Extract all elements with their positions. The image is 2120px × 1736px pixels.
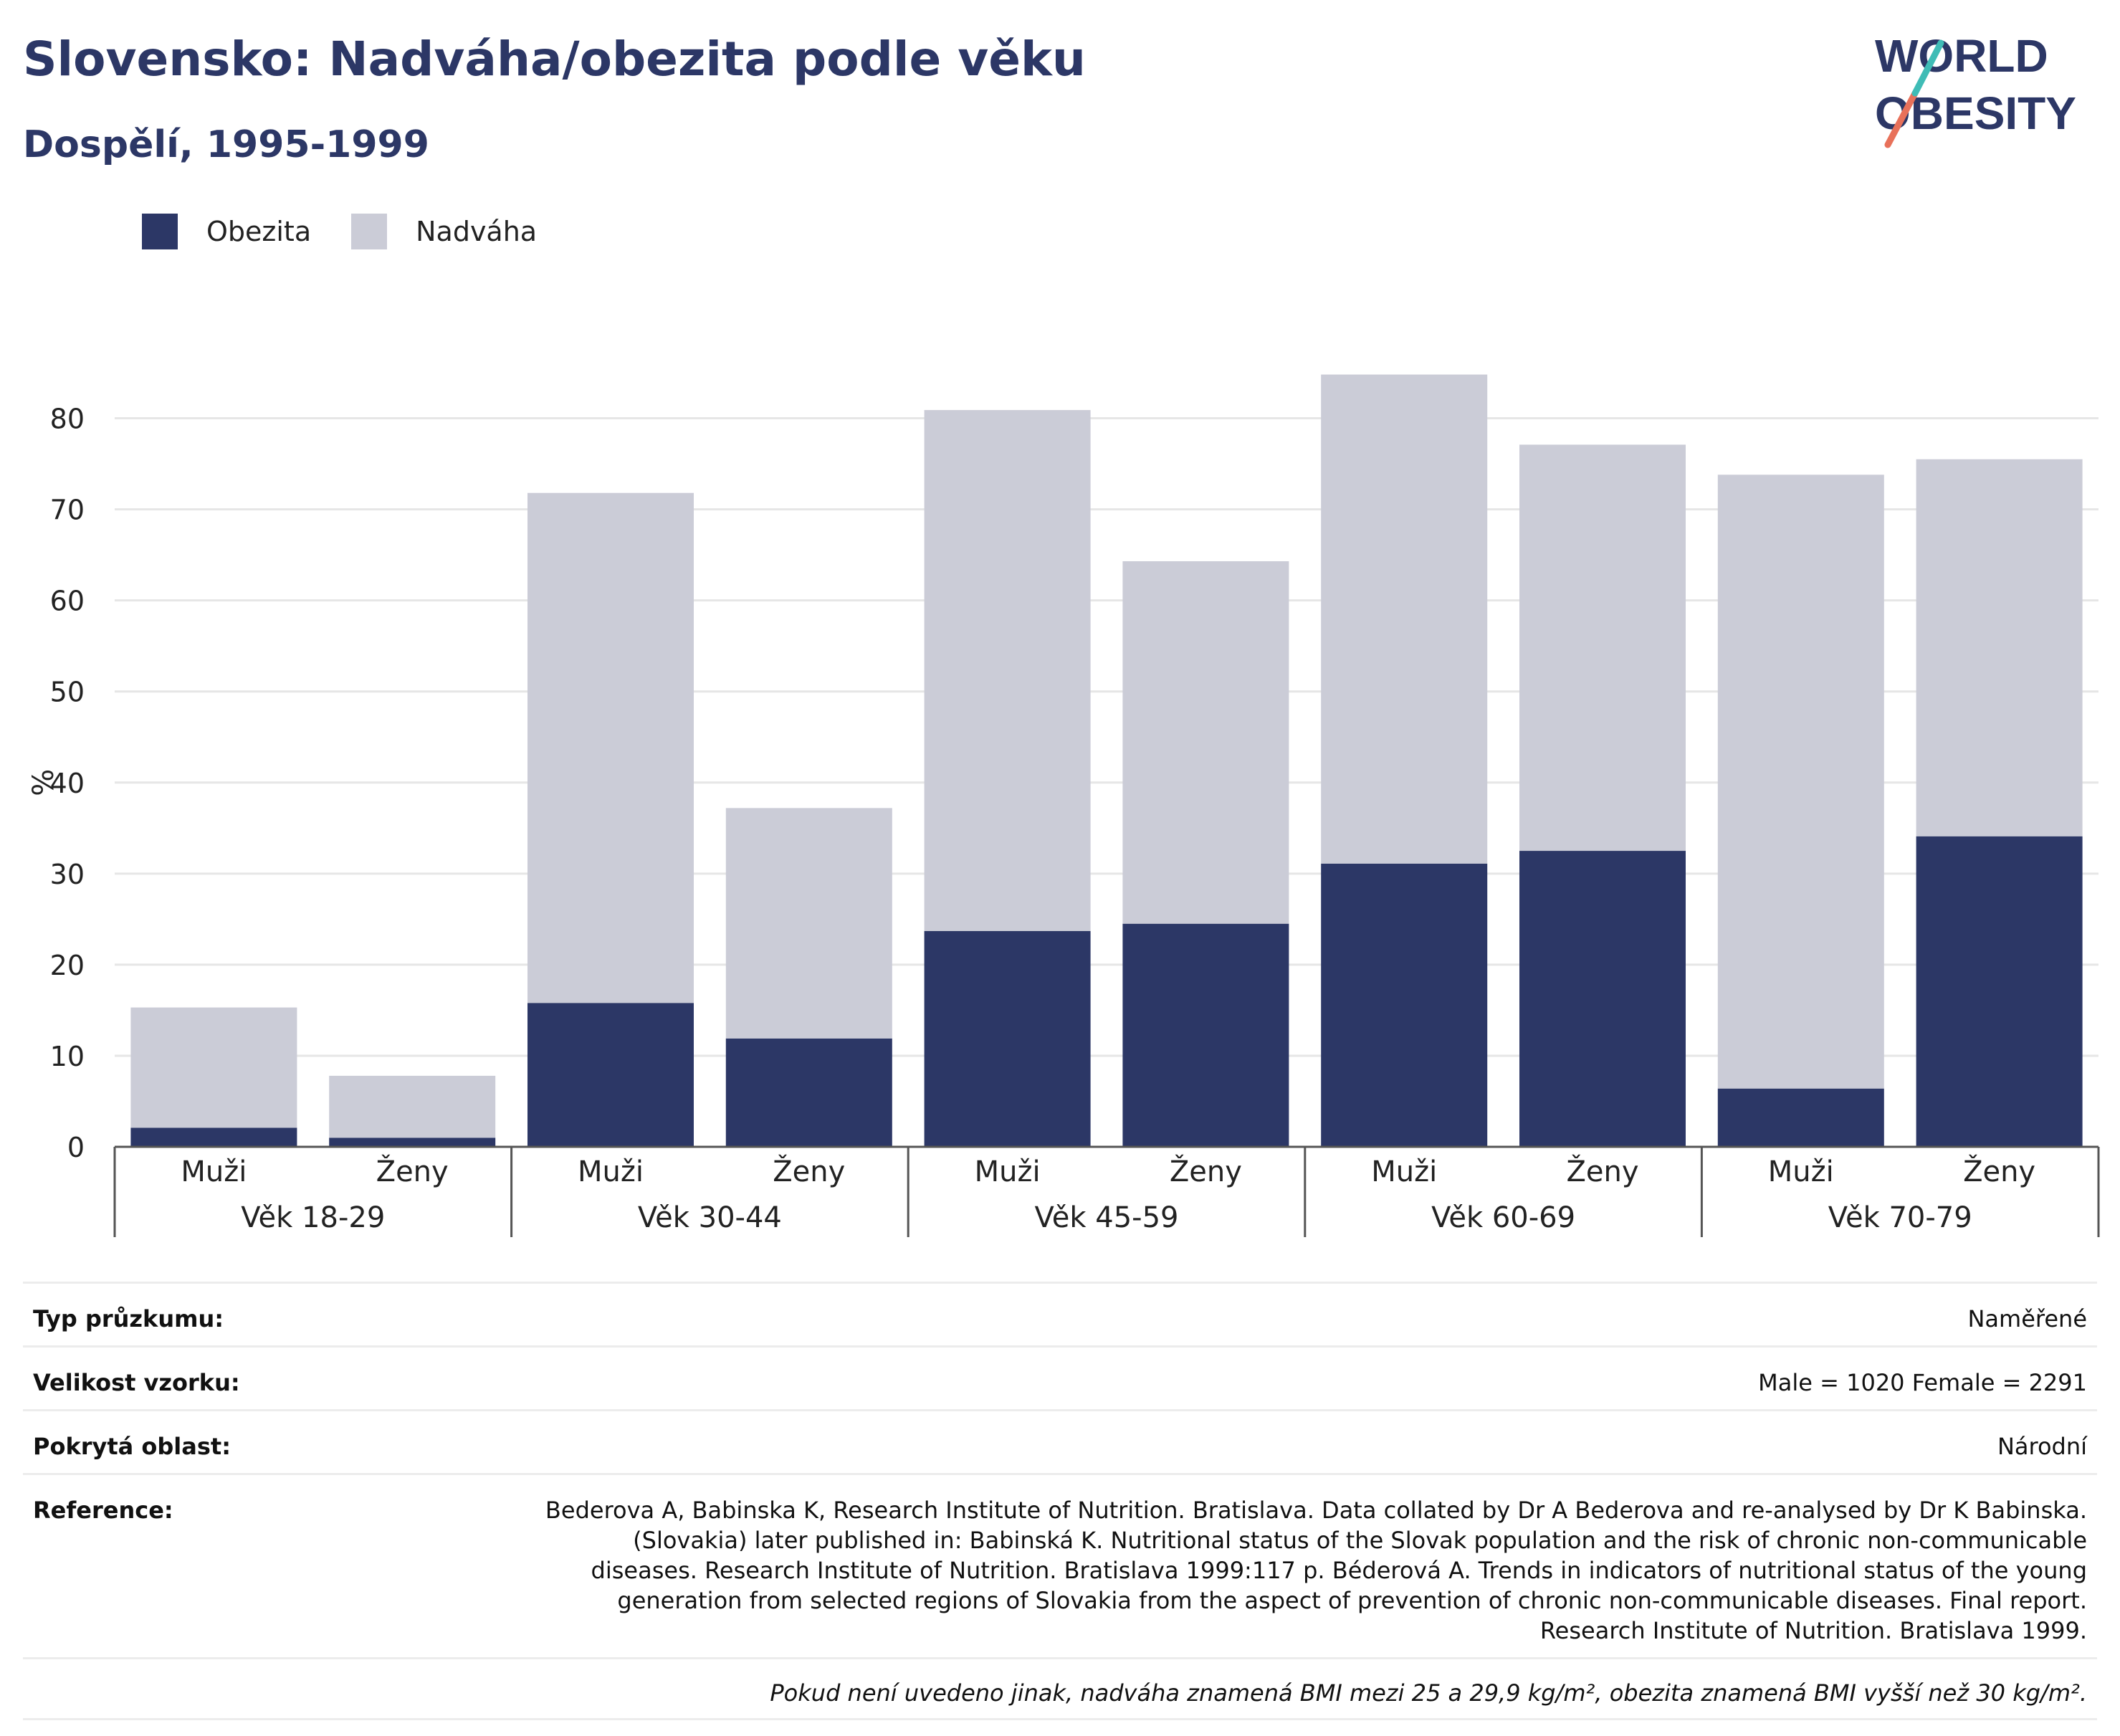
survey-type-label: Typ průzkumu: (33, 1305, 224, 1332)
sample-size-value: Male = 1020 Female = 2291 (1758, 1369, 2087, 1396)
x-tick-label-sex: Muži (181, 1155, 247, 1188)
chart-title: Slovensko: Nadváha/obezita podle věku (23, 32, 1086, 87)
x-tick-label-sex: Muži (1768, 1155, 1834, 1188)
bar-obezita-7 (1321, 863, 1488, 1147)
logo-text-obesity: OBESITY (1875, 87, 2076, 139)
info-row-survey-type: Typ průzkumu: Naměřené (23, 1282, 2097, 1345)
legend-label-obesity: Obezita (206, 216, 312, 247)
bar-chart: 0 10 20 30 40 50 60 70 80% Muži Ženy Muži Ženy Muži Že… (27, 374, 2100, 1237)
y-tick-label: 40 (50, 768, 85, 799)
x-group-label: Věk 45-59 (1035, 1201, 1179, 1234)
area-value: Národní (1997, 1433, 2087, 1460)
info-row-reference: Reference: Bederova A, Babinska K, Resea… (23, 1473, 2097, 1657)
bar-nadvaha-9 (1717, 474, 1884, 1089)
bar-obezita-5 (924, 930, 1091, 1147)
y-axis-title: % (27, 769, 60, 796)
area-label: Pokrytá oblast: (33, 1433, 231, 1460)
reference-label: Reference: (33, 1497, 173, 1524)
bar-nadvaha-10 (1916, 459, 2083, 836)
y-tick-label: 60 (50, 586, 85, 617)
legend-swatch-overweight (351, 214, 388, 249)
info-row-area: Pokrytá oblast: Národní (23, 1409, 2097, 1473)
x-group-label: Věk 70-79 (1828, 1201, 1972, 1234)
sample-size-label: Velikost vzorku: (33, 1369, 240, 1396)
legend-item-overweight[interactable]: Nadváha (351, 214, 537, 249)
x-tick-label-sex: Ženy (773, 1154, 845, 1188)
bar-obezita-3 (527, 1003, 694, 1147)
legend-label-overweight: Nadváha (416, 216, 538, 247)
x-tick-label-sex: Ženy (1170, 1154, 1242, 1188)
bar-obezita-2 (329, 1138, 496, 1147)
chart-legend: Obezita Nadváha (142, 214, 577, 249)
logo-text-world: WORLD (1875, 30, 2048, 82)
bar-nadvaha-4 (725, 808, 892, 1039)
bar-nadvaha-8 (1519, 444, 1686, 852)
y-tick-label: 80 (50, 404, 85, 435)
reference-value: Bederova A, Babinska K, Research Institu… (545, 1497, 2087, 1644)
bar-obezita-10 (1916, 836, 2083, 1147)
world-obesity-logo: WORLD OBESITY (1875, 30, 2076, 148)
bar-obezita-9 (1717, 1088, 1884, 1147)
x-tick-label-sex: Ženy (1963, 1154, 2035, 1188)
info-table: Typ průzkumu: Naměřené Velikost vzorku: … (23, 1282, 2097, 1720)
legend-swatch-obesity (142, 214, 178, 249)
survey-type-value: Naměřené (1967, 1305, 2087, 1332)
logo-slash-teal (1911, 39, 1944, 97)
y-tick-label: 70 (50, 495, 85, 526)
bar-obezita-4 (725, 1038, 892, 1147)
bar-nadvaha-6 (1122, 561, 1289, 924)
x-group-label: Věk 18-29 (241, 1201, 385, 1234)
y-tick-label: 50 (50, 677, 85, 708)
bar-obezita-6 (1122, 923, 1289, 1147)
y-tick-label: 10 (50, 1041, 85, 1072)
x-tick-label-sex: Muži (578, 1155, 644, 1188)
chart-subtitle: Dospělí, 1995-1999 (23, 123, 429, 166)
bar-nadvaha-5 (924, 410, 1091, 931)
logo-slash-red (1884, 90, 1919, 148)
bar-nadvaha-7 (1321, 374, 1488, 864)
x-tick-label-sex: Muži (975, 1155, 1041, 1188)
x-group-label: Věk 30-44 (638, 1201, 782, 1234)
info-row-sample-size: Velikost vzorku: Male = 1020 Female = 22… (23, 1345, 2097, 1409)
y-tick-label: 0 (67, 1132, 85, 1163)
bar-nadvaha-2 (329, 1075, 496, 1138)
bar-nadvaha-1 (130, 1007, 297, 1128)
bar-obezita-1 (130, 1127, 297, 1147)
x-tick-label-sex: Ženy (1566, 1154, 1638, 1188)
bar-obezita-8 (1519, 851, 1686, 1147)
bar-nadvaha-3 (527, 492, 694, 1003)
legend-item-obesity[interactable]: Obezita (142, 214, 311, 249)
y-tick-label: 30 (50, 859, 85, 890)
y-tick-label: 20 (50, 950, 85, 981)
bmi-definition-note: Pokud není uvedeno jinak, nadváha znamen… (23, 1657, 2097, 1720)
x-group-label: Věk 60-69 (1431, 1201, 1575, 1234)
x-tick-label-sex: Muži (1371, 1155, 1437, 1188)
x-tick-label-sex: Ženy (376, 1154, 449, 1188)
